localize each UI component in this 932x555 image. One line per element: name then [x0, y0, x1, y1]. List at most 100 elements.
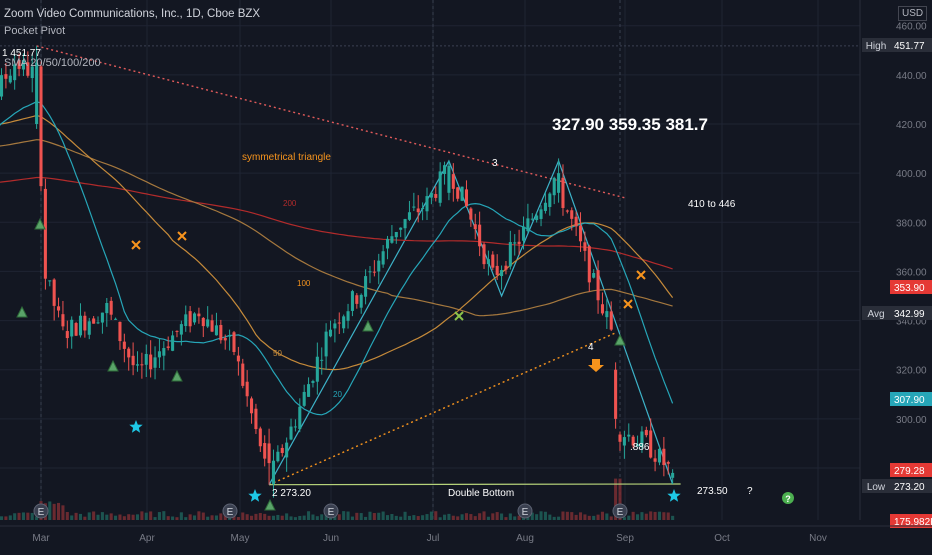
volume-bar-59: [210, 515, 214, 520]
price-label-bg-6: [890, 514, 932, 528]
volume-bar-91: [350, 516, 354, 520]
volume-bar-146: [592, 515, 596, 520]
candle-body-114: [451, 174, 455, 189]
volume-bar-129: [517, 515, 521, 520]
volume-bar-52: [179, 512, 183, 520]
volume-bar-56: [197, 511, 201, 520]
time-tick-8: Nov: [809, 533, 827, 544]
indicator-sma[interactable]: SMA 20/50/100/200: [4, 57, 101, 69]
candle-body-28: [74, 323, 78, 336]
volume-bar-97: [377, 512, 381, 520]
candle-body-148: [600, 304, 604, 314]
volume-bar-123: [491, 513, 495, 520]
candle-body-123: [491, 254, 495, 268]
chart-title[interactable]: Zoom Video Communications, Inc., 1D, Cbo…: [4, 8, 261, 20]
price-label-bg-2: [890, 306, 932, 320]
candle-body-13: [8, 75, 12, 83]
volume-bar-93: [359, 513, 363, 520]
candle-body-95: [368, 271, 372, 273]
candle-body-134: [539, 209, 543, 219]
label-sma-200: 200: [283, 199, 297, 208]
candle-body-76: [285, 442, 289, 458]
volume-bar-135: [543, 511, 547, 520]
candle-body-36: [109, 300, 113, 315]
candle-body-51: [175, 330, 179, 332]
volume-bar-150: [609, 516, 613, 520]
candle-body-136: [548, 193, 552, 207]
volume-bar-145: [587, 515, 591, 520]
volume-bar-127: [508, 513, 512, 520]
volume-bar-75: [280, 515, 284, 520]
candle-body-69: [254, 408, 258, 430]
candle-body-105: [412, 206, 416, 208]
indicator-pocket-pivot[interactable]: Pocket Pivot: [4, 25, 66, 37]
annotation-point-4: 4: [588, 342, 594, 353]
volume-bar-92: [355, 512, 359, 520]
candle-body-91: [350, 291, 354, 311]
volume-bar-66: [241, 512, 245, 520]
volume-bar-101: [394, 515, 398, 520]
volume-bar-94: [364, 516, 368, 520]
candle-body-133: [535, 215, 539, 221]
candle-body-109: [429, 192, 433, 198]
volume-bar-57: [201, 512, 205, 520]
candle-body-56: [197, 313, 201, 317]
volume-bar-99: [385, 515, 390, 520]
sma-100-line: [0, 139, 673, 317]
currency-label[interactable]: USD: [898, 6, 928, 21]
sma-cross-5: [623, 299, 633, 309]
candle-body-79: [298, 406, 302, 429]
candle-body-12: [4, 74, 8, 79]
candle-body-70: [258, 428, 262, 447]
price-label-kind-5: Low: [867, 482, 886, 493]
annotation-target-range: 410 to 446: [688, 199, 736, 210]
volume-bar-164: [671, 515, 675, 520]
volume-bar-25: [61, 505, 65, 520]
sma-cross-5-stroke-b: [623, 299, 633, 309]
volume-bar-84: [320, 514, 324, 520]
earnings-marker-2: E: [328, 507, 335, 518]
annotation-point-1: 1 451.77: [2, 48, 41, 59]
price-axis[interactable]: 280.00300.00320.00340.00360.00380.00400.…: [859, 0, 932, 550]
candle-body-45: [149, 354, 153, 370]
candle-body-61: [219, 324, 223, 341]
candle-body-89: [342, 316, 346, 329]
volume-bar-35: [105, 514, 109, 520]
volume-bar-88: [337, 514, 341, 520]
volume-bar-106: [416, 516, 420, 520]
volume-bar-49: [166, 516, 170, 520]
volume-bar-109: [429, 511, 433, 520]
candle-body-65: [236, 355, 240, 362]
volume-bar-116: [460, 514, 464, 520]
volume-bar-41: [131, 514, 135, 520]
candle-body-90: [346, 311, 350, 321]
label-sma-50: 50: [273, 349, 282, 358]
time-tick-7: Oct: [714, 533, 730, 544]
candle-body-96: [372, 271, 376, 273]
volume-bar-125: [500, 513, 504, 520]
time-axis[interactable]: Mar Apr May Jun Jul Aug Sep Oct Nov: [0, 525, 932, 550]
price-label-5: 273.20: [894, 482, 925, 493]
volume-bar-78: [293, 517, 297, 520]
down-arrow-icon: [588, 359, 604, 372]
candle-body-125: [500, 270, 504, 277]
volume-bar-152: [618, 478, 622, 520]
candle-body-85: [324, 331, 328, 357]
candle-body-68: [250, 398, 254, 414]
volume-bar-38: [118, 514, 122, 520]
candle-body-80: [302, 391, 306, 406]
price-tick-3: 340.00: [896, 317, 927, 328]
volume-bar-53: [184, 517, 188, 520]
volume-bar-96: [372, 513, 376, 520]
volume-bar-163: [666, 512, 670, 520]
earnings-marker-bg-2: [323, 503, 339, 519]
volume-bar-42: [135, 514, 140, 520]
volume-bar-126: [504, 517, 508, 520]
candle-body-31: [87, 321, 91, 335]
volume-bar-23: [52, 503, 56, 520]
volume-bar-47: [157, 512, 161, 520]
volume-bar-124: [495, 512, 499, 520]
